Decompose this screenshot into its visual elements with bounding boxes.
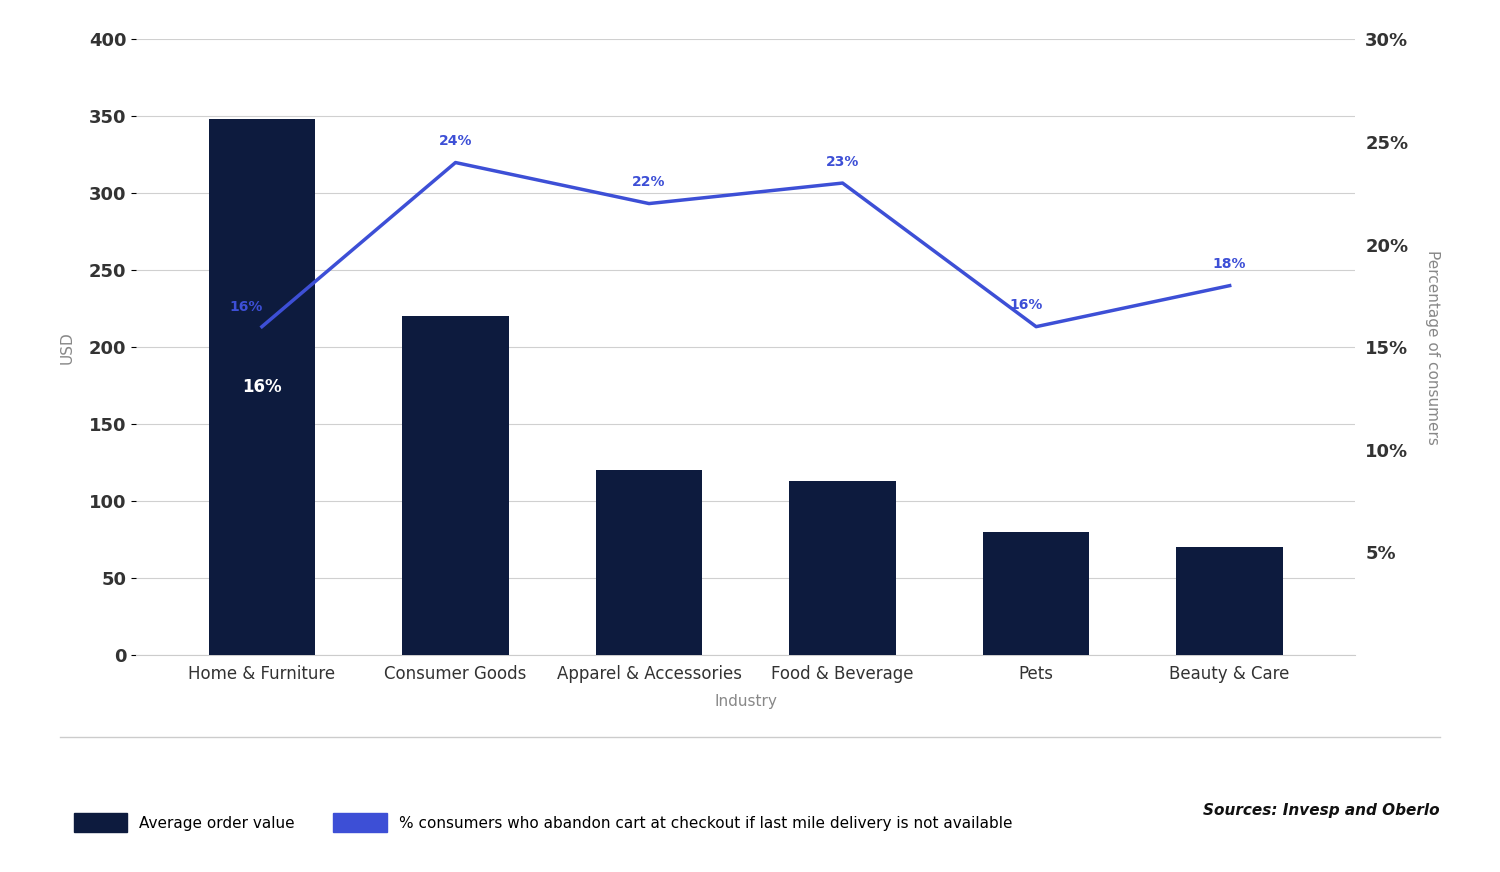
Bar (789, 481, 895, 655)
Text: 24%: 24% (438, 134, 472, 148)
Bar (402, 317, 508, 655)
Bar (1176, 548, 1282, 655)
Bar (982, 532, 1089, 655)
Text: 18%: 18% (1214, 257, 1246, 271)
Y-axis label: Percentage of consumers: Percentage of consumers (1425, 249, 1440, 445)
Text: 16%: 16% (230, 300, 262, 315)
Text: 16%: 16% (242, 378, 282, 396)
Text: Sources: Invesp and Oberlo: Sources: Invesp and Oberlo (1203, 803, 1440, 819)
Text: 16%: 16% (1010, 298, 1042, 312)
Bar (596, 470, 702, 655)
X-axis label: Industry: Industry (714, 694, 777, 709)
Text: 23%: 23% (827, 154, 860, 168)
Y-axis label: USD: USD (60, 330, 75, 364)
Legend: Average order value, % consumers who abandon cart at checkout if last mile deliv: Average order value, % consumers who aba… (68, 807, 1018, 838)
Text: 22%: 22% (633, 175, 666, 189)
Bar (209, 119, 315, 655)
